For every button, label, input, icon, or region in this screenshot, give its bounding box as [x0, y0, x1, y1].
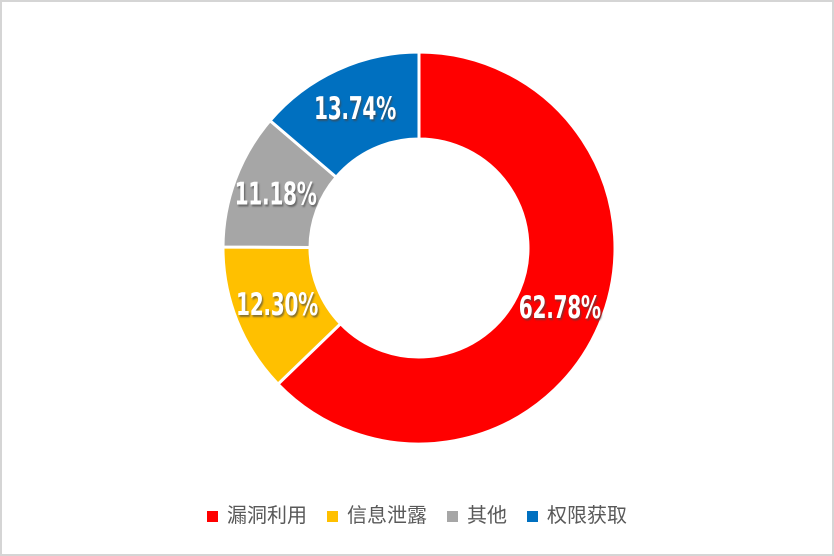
- legend-item-information-disclosure: 信息泄露: [327, 505, 427, 525]
- pie-slice-vulnerability-exploitation: [276, 50, 617, 446]
- pie-slice-privilege-acquisition: [268, 50, 421, 179]
- data-label-privilege-acquisition: 13.74%: [314, 91, 396, 127]
- legend-item-vulnerability-exploitation: 漏洞利用: [207, 505, 307, 525]
- legend-swatch-icon: [527, 511, 538, 522]
- legend-swatch-icon: [447, 511, 458, 522]
- legend-item-privilege-acquisition: 权限获取: [527, 505, 627, 525]
- data-label-information-disclosure: 12.30%: [236, 287, 318, 323]
- donut-data-labels: 62.78% 12.30% 11.18% 13.74%: [235, 91, 602, 326]
- legend-swatch-icon: [327, 511, 338, 522]
- legend-label: 其他: [467, 503, 507, 527]
- chart-legend: 漏洞利用 信息泄露 其他 权限获取: [2, 505, 832, 525]
- legend-swatch-icon: [207, 511, 218, 522]
- legend-item-other: 其他: [447, 505, 507, 525]
- legend-label: 漏洞利用: [227, 503, 307, 527]
- legend-label: 权限获取: [547, 503, 627, 527]
- donut-slices: [221, 50, 617, 446]
- data-label-other: 11.18%: [235, 177, 317, 213]
- legend-label: 信息泄露: [347, 503, 427, 527]
- data-label-vulnerability-exploitation: 62.78%: [519, 290, 601, 326]
